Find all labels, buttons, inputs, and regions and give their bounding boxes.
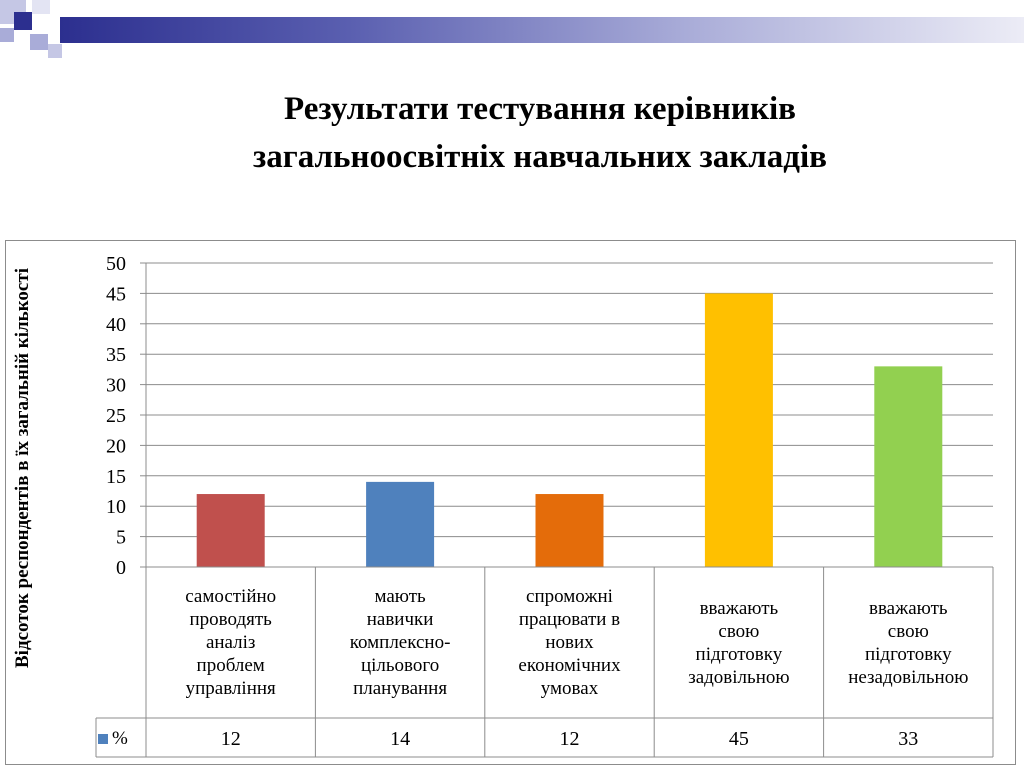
category-label-line: свою	[887, 620, 929, 642]
data-table-value: 12	[220, 728, 241, 750]
category-label-line: цільового	[360, 655, 440, 676]
category-label: мають навички комплексно-цільового плануван…	[315, 571, 484, 714]
category-label: вважають свою підготовку незадовільною	[824, 571, 993, 714]
decoration-square	[0, 28, 14, 42]
category-label-line: спроможні	[526, 586, 613, 607]
y-tick-label: 40	[106, 314, 126, 336]
category-label-line: комплексно-	[349, 632, 451, 653]
category-label-line: планування	[353, 678, 448, 699]
decoration-square	[48, 44, 62, 58]
chart-frame	[5, 240, 1016, 765]
category-label-line: підготовку	[695, 643, 783, 665]
bar	[535, 494, 604, 567]
bar	[196, 494, 265, 567]
category-label-line: працювати в	[518, 609, 621, 630]
y-tick-label: 0	[116, 557, 126, 579]
category-label-line: проводять	[189, 609, 272, 630]
y-tick-label: 5	[116, 527, 126, 549]
y-tick-label: 10	[106, 496, 126, 518]
category-label-line: умовах	[540, 678, 599, 699]
category-label-line: незадовільною	[848, 666, 969, 688]
slide-title-line-1: Результати тестування керівників	[284, 91, 796, 127]
bar	[704, 293, 773, 567]
data-table-value: 12	[559, 728, 580, 750]
data-table-value: 33	[898, 728, 919, 750]
data-table-value: 45	[728, 728, 749, 750]
bar	[366, 481, 435, 567]
y-tick-label: 50	[106, 253, 126, 275]
data-table-value: 14	[390, 728, 411, 750]
y-tick-label: 45	[106, 283, 126, 305]
category-label-line: аналіз	[205, 632, 256, 653]
category-label-line: нових	[545, 632, 594, 653]
y-tick-label: 35	[106, 344, 126, 366]
category-label-line: свою	[718, 620, 760, 642]
category-label-line: самостійно	[185, 586, 277, 607]
category-label: самостійно проводять аналіз проблем управлін…	[146, 571, 315, 714]
slide-title-line-2: загальноосвітніх навчальних закладів	[253, 139, 827, 175]
bar	[874, 366, 943, 567]
category-label-line: навички	[366, 609, 434, 630]
decoration-square	[32, 16, 48, 32]
y-tick-label: 15	[106, 466, 126, 488]
category-label-line: мають	[374, 586, 426, 607]
decoration-square	[30, 34, 48, 50]
category-label-line: задовільною	[688, 666, 790, 688]
y-tick-label: 20	[106, 435, 126, 457]
category-label-line: вважають	[699, 597, 779, 619]
category-label-line: економічних	[518, 655, 621, 676]
y-tick-label: 30	[106, 375, 126, 397]
header-decoration-bar	[60, 17, 1024, 43]
category-label-line: проблем	[196, 655, 265, 676]
data-table-legend-key: %	[98, 724, 128, 754]
category-label: вважають свою підготовку задовільною	[654, 571, 823, 714]
category-label-line: підготовку	[864, 643, 952, 665]
y-tick-label: 25	[106, 405, 126, 427]
legend-swatch	[98, 734, 108, 744]
decoration-square	[32, 0, 50, 14]
legend-label: %	[112, 728, 128, 749]
category-label-line: вважають	[868, 597, 948, 619]
category-label-line: управління	[185, 678, 276, 699]
decoration-square	[14, 12, 32, 30]
category-label: спроможні працювати в нових економічних умов…	[485, 571, 654, 714]
